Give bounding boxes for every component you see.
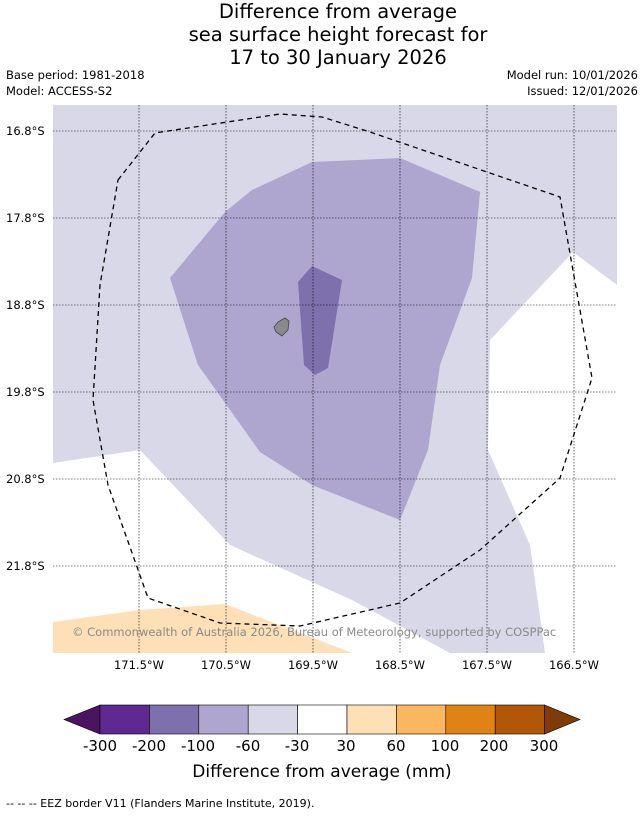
band-minus200-minus100: [298, 266, 342, 375]
model-name: Model: ACCESS-S2: [6, 84, 113, 98]
colorbar-tick: 300: [529, 737, 559, 755]
title-line-3: 17 to 30 January 2026: [229, 46, 447, 69]
colorbar-tick: 200: [479, 737, 509, 755]
lat-label: 21.8°S: [6, 559, 45, 573]
lon-label: 167.5°W: [461, 658, 513, 672]
colorbar-tick: 60: [386, 737, 406, 755]
meta-left: Base period: 1981-2018 Model: ACCESS-S2: [6, 67, 145, 99]
base-period: Base period: 1981-2018: [6, 68, 145, 82]
colorbar-extend-high: [544, 704, 581, 735]
model-run: Model run: 10/01/2026: [506, 68, 638, 82]
colorbar-tick: 30: [336, 737, 356, 755]
title-line-1: Difference from average: [218, 0, 458, 23]
colorbar-tick: -300: [82, 737, 118, 755]
colorbar-swatch: [198, 704, 249, 735]
lon-label: 171.5°W: [113, 658, 165, 672]
copyright-notice: © Commonwealth of Australia 2026, Bureau…: [72, 625, 557, 639]
colorbar-swatch: [346, 704, 397, 735]
colorbar-label: Difference from average (mm): [192, 762, 452, 782]
colorbar-swatch: [99, 704, 150, 735]
lat-label: 20.8°S: [6, 472, 45, 486]
colorbar-swatches: [63, 704, 581, 735]
colorbar-tick: 100: [430, 737, 460, 755]
band-30-60: [53, 604, 352, 653]
island-niue: [273, 317, 290, 337]
lon-label: 166.5°W: [548, 658, 600, 672]
lat-label: 18.8°S: [6, 298, 45, 312]
title-line-2: sea surface height forecast for: [188, 23, 488, 46]
lat-label: 17.8°S: [6, 211, 45, 225]
meta-right: Model run: 10/01/2026 Issued: 12/01/2026: [507, 67, 638, 99]
colorbar-swatch: [494, 704, 545, 735]
eez-border: [92, 113, 593, 627]
chart-title: Difference from average sea surface heig…: [0, 0, 644, 69]
colorbar-swatch: [297, 704, 348, 735]
lat-label: 16.8°S: [6, 124, 45, 138]
colorbar-swatch: [445, 704, 496, 735]
colorbar-swatch: [396, 704, 447, 735]
colorbar-swatch: [247, 704, 298, 735]
colorbar-tick: -100: [180, 737, 216, 755]
colorbar-extend-low: [63, 704, 101, 735]
eez-footnote: -- -- -- EEZ border V11 (Flanders Marine…: [6, 797, 315, 810]
lat-label: 19.8°S: [6, 385, 45, 399]
lon-label: 168.5°W: [374, 658, 426, 672]
graticule: [53, 105, 617, 653]
colorbar-tick: -30: [284, 737, 310, 755]
issued-date: Issued: 12/01/2026: [527, 84, 638, 98]
colorbar-swatch: [149, 704, 200, 735]
lon-label: 170.5°W: [200, 658, 252, 672]
colorbar-tick: -60: [235, 737, 261, 755]
lon-label: 169.5°W: [287, 658, 339, 672]
colorbar-tick: -200: [131, 737, 167, 755]
